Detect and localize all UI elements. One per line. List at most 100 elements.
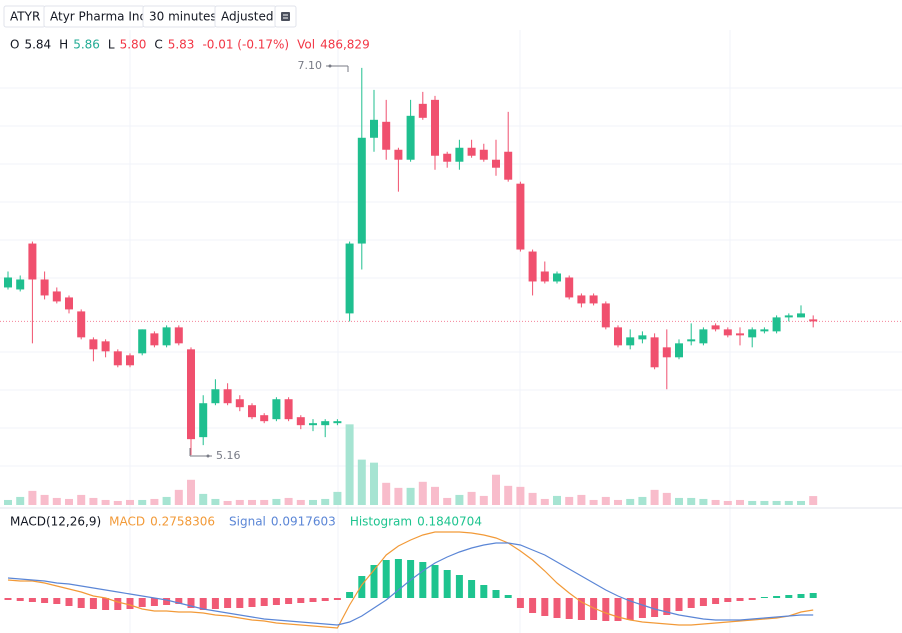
histogram-bar xyxy=(577,598,585,620)
volume-bar xyxy=(772,500,781,505)
candle-body xyxy=(77,311,86,338)
candle-body xyxy=(662,347,671,358)
volume-bar xyxy=(248,499,256,505)
toolbar: ATYR Atyr Pharma Inc 30 minutes Adjusted xyxy=(3,5,297,28)
histogram-bar xyxy=(236,598,244,608)
histogram-bar xyxy=(89,598,97,609)
histogram-bar xyxy=(321,598,329,601)
volume-bar xyxy=(504,485,513,505)
volume-bar xyxy=(577,494,586,505)
histogram-bar xyxy=(77,598,85,608)
histogram-bar xyxy=(309,598,317,602)
volume-bar xyxy=(77,494,86,505)
legend-value: 5.86 xyxy=(73,38,100,52)
indicator-title: MACD(12,26,9) xyxy=(10,515,101,529)
candle-body xyxy=(723,329,732,336)
candle-body xyxy=(809,319,818,322)
candle-body xyxy=(577,295,586,304)
indicator-legend-value: 0.0917603 xyxy=(271,515,336,529)
volume-bar xyxy=(345,424,354,505)
volume-bar xyxy=(589,499,598,505)
volume-bar xyxy=(223,500,232,505)
volume-bar xyxy=(394,487,403,505)
candle-body xyxy=(528,251,537,282)
legend-value: -0.01 (-0.17%) xyxy=(202,38,289,52)
volume-bar xyxy=(28,490,37,505)
histogram-bar xyxy=(163,598,171,605)
candle-body xyxy=(760,329,769,332)
interval: 30 minutes xyxy=(149,10,217,24)
candle-body xyxy=(479,149,488,160)
candle-body xyxy=(260,415,269,422)
candle-body xyxy=(736,333,744,336)
histogram-bar xyxy=(272,598,280,605)
histogram-bar xyxy=(736,598,744,601)
histogram-bar xyxy=(504,595,512,598)
histogram-bar xyxy=(138,598,146,607)
histogram-bar xyxy=(358,576,366,598)
histogram-bar xyxy=(468,580,476,598)
candle-body xyxy=(565,277,574,298)
candle-body xyxy=(187,349,195,440)
candle-body xyxy=(687,339,696,342)
macd-line xyxy=(7,542,814,626)
histogram-bar xyxy=(431,565,439,598)
volume-bar xyxy=(467,491,476,505)
histogram-bar xyxy=(41,598,49,603)
histogram-bar xyxy=(4,598,12,600)
candle-body xyxy=(211,389,220,404)
high-label: 7.10 xyxy=(298,59,323,72)
volume-bar xyxy=(565,496,574,505)
volume-bar xyxy=(89,497,98,505)
volume-bar xyxy=(272,498,281,505)
candle-body xyxy=(540,271,549,282)
volume-bar xyxy=(174,489,183,505)
candle-body xyxy=(614,327,622,346)
candle-body xyxy=(699,329,708,344)
volume-bar xyxy=(528,492,537,505)
candle-body xyxy=(601,303,610,328)
grid xyxy=(0,30,902,633)
volume-bar xyxy=(540,498,549,505)
volume-bar xyxy=(211,498,220,505)
candle-body xyxy=(199,403,208,438)
candle-body xyxy=(443,153,452,162)
histogram-bar xyxy=(102,598,110,610)
volume-bar xyxy=(553,495,561,505)
volume-bar xyxy=(760,500,769,505)
legend-value: 486,829 xyxy=(320,38,370,52)
indicator-legend-name: Signal xyxy=(229,515,266,529)
candle-body xyxy=(748,329,757,338)
histogram-bar xyxy=(333,598,341,600)
symbol: ATYR xyxy=(10,10,40,24)
volume-bar xyxy=(126,499,134,505)
volume-bar xyxy=(138,499,147,505)
legend-value: 5.84 xyxy=(24,38,51,52)
legend-label: H xyxy=(59,38,68,52)
indicator-legend-name: MACD xyxy=(109,515,145,529)
volume-bar xyxy=(296,499,305,505)
low-dot xyxy=(206,454,210,458)
volume-bar xyxy=(235,499,244,505)
candle-body xyxy=(52,291,61,302)
legend-label: Vol xyxy=(297,38,315,52)
histogram-bar xyxy=(529,598,537,613)
candle-body xyxy=(309,423,317,426)
histogram-bar xyxy=(724,598,732,602)
histogram-bar xyxy=(175,598,183,604)
volume-bar xyxy=(333,491,342,505)
histogram-bar xyxy=(516,598,524,608)
histogram-bar xyxy=(785,595,793,598)
histogram-bar xyxy=(370,565,378,598)
volume-bar xyxy=(455,494,464,505)
candle-body xyxy=(174,327,183,344)
volume-bar xyxy=(431,486,439,505)
candle-body xyxy=(235,399,244,408)
volume-bar xyxy=(638,496,647,505)
histogram-bar xyxy=(53,598,61,604)
volume-bar xyxy=(40,494,49,505)
histogram-bar xyxy=(224,598,232,608)
candle-body xyxy=(28,243,37,280)
indicator-legend-name: Histogram xyxy=(350,515,412,529)
